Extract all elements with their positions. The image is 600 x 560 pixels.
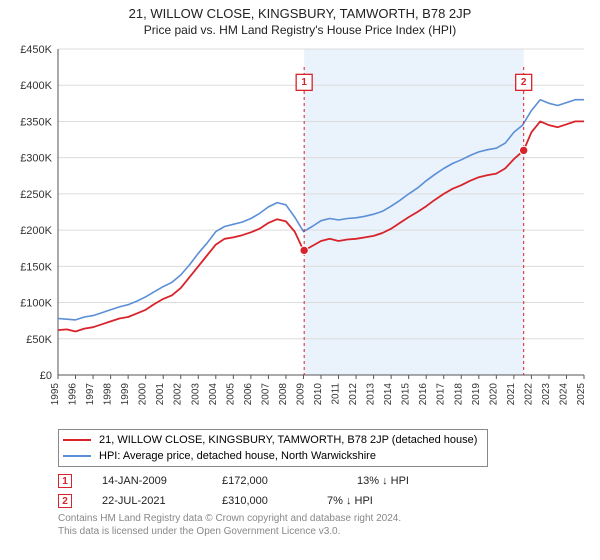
svg-text:1998: 1998 (103, 383, 114, 406)
legend-swatch-property (63, 439, 91, 441)
footer-line-2: This data is licensed under the Open Gov… (58, 526, 592, 539)
svg-text:2002: 2002 (173, 383, 184, 406)
legend-swatch-hpi (63, 455, 91, 457)
line-chart-svg: £0 £50K £100K £150K £200K £250K £300K £350K £400… (8, 43, 592, 423)
svg-text:1: 1 (301, 77, 307, 88)
chart-area: £0 £50K £100K £150K £200K £250K £300K £350K £400… (8, 43, 592, 423)
svg-text:2023: 2023 (541, 383, 552, 406)
svg-text:2003: 2003 (190, 383, 201, 406)
svg-text:2009: 2009 (295, 383, 306, 406)
svg-text:£100K: £100K (20, 298, 52, 310)
svg-text:2012: 2012 (348, 383, 359, 406)
svg-text:2004: 2004 (208, 383, 219, 406)
svg-text:1997: 1997 (85, 383, 96, 406)
svg-text:2000: 2000 (138, 383, 149, 406)
svg-text:£450K: £450K (20, 44, 52, 56)
svg-text:2011: 2011 (331, 383, 342, 405)
svg-text:1999: 1999 (120, 383, 131, 406)
svg-text:2019: 2019 (471, 383, 482, 406)
annotation-marker-1: 1 (58, 474, 72, 488)
annotation-price-1: £172,000 (222, 475, 297, 487)
svg-text:2021: 2021 (506, 383, 517, 406)
svg-text:2024: 2024 (558, 383, 569, 406)
legend-label-property: 21, WILLOW CLOSE, KINGSBURY, TAMWORTH, B… (99, 434, 477, 446)
svg-text:2017: 2017 (436, 383, 447, 406)
annotation-table: 1 14-JAN-2009 £172,000 13% ↓ HPI 2 22-JU… (58, 471, 592, 511)
svg-text:2005: 2005 (225, 383, 236, 406)
svg-text:£250K: £250K (20, 189, 52, 201)
legend-label-hpi: HPI: Average price, detached house, Nort… (99, 450, 376, 462)
svg-text:2022: 2022 (523, 383, 534, 406)
svg-text:1996: 1996 (68, 383, 79, 406)
annotation-row-1: 1 14-JAN-2009 £172,000 13% ↓ HPI (58, 471, 592, 491)
footer: Contains HM Land Registry data © Crown c… (58, 513, 592, 538)
svg-text:2: 2 (521, 77, 527, 88)
svg-text:£300K: £300K (20, 153, 52, 165)
annotation-marker-2: 2 (58, 494, 72, 508)
annotation-price-2: £310,000 (222, 495, 297, 507)
svg-text:2015: 2015 (401, 383, 412, 406)
annotation-row-2: 2 22-JUL-2021 £310,000 7% ↓ HPI (58, 491, 592, 511)
svg-text:2007: 2007 (260, 383, 271, 406)
svg-text:2010: 2010 (313, 383, 324, 406)
chart-subtitle: Price paid vs. HM Land Registry's House … (8, 23, 592, 37)
svg-text:£0: £0 (40, 370, 52, 382)
annotation-delta-1: 13% ↓ HPI (357, 475, 409, 487)
svg-text:£350K: £350K (20, 116, 52, 128)
annotation-date-2: 22-JUL-2021 (102, 495, 192, 507)
legend-item-property: 21, WILLOW CLOSE, KINGSBURY, TAMWORTH, B… (63, 432, 483, 448)
svg-text:2014: 2014 (383, 383, 394, 406)
svg-text:£50K: £50K (26, 334, 52, 346)
svg-text:£400K: £400K (20, 80, 52, 92)
svg-text:1995: 1995 (50, 383, 61, 406)
chart-title: 21, WILLOW CLOSE, KINGSBURY, TAMWORTH, B… (8, 6, 592, 21)
annotation-delta-2: 7% ↓ HPI (327, 495, 373, 507)
legend-item-hpi: HPI: Average price, detached house, Nort… (63, 448, 483, 464)
svg-text:£150K: £150K (20, 261, 52, 273)
legend: 21, WILLOW CLOSE, KINGSBURY, TAMWORTH, B… (58, 429, 488, 467)
svg-text:2006: 2006 (243, 383, 254, 406)
svg-text:2013: 2013 (366, 383, 377, 406)
svg-text:£200K: £200K (20, 225, 52, 237)
svg-text:2025: 2025 (576, 383, 587, 406)
svg-text:2008: 2008 (278, 383, 289, 406)
footer-line-1: Contains HM Land Registry data © Crown c… (58, 513, 592, 526)
annotation-date-1: 14-JAN-2009 (102, 475, 192, 487)
svg-text:2020: 2020 (488, 383, 499, 406)
svg-text:2016: 2016 (418, 383, 429, 406)
svg-text:2001: 2001 (155, 383, 166, 406)
svg-text:2018: 2018 (453, 383, 464, 406)
